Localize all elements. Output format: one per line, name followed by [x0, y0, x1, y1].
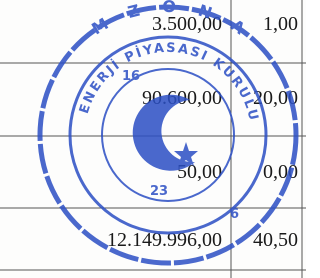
- stamp-number: 6: [230, 207, 239, 222]
- page: 3.500,00 1,00 90.600,00 20,00 50,00 0,00…: [0, 0, 320, 278]
- document: 3.500,00 1,00 90.600,00 20,00 50,00 0,00…: [0, 0, 306, 278]
- cell: 40,50: [253, 229, 298, 251]
- cell: 1,00: [263, 13, 298, 35]
- stamp-number: 23: [150, 184, 168, 199]
- stamp-number: 16: [122, 69, 140, 84]
